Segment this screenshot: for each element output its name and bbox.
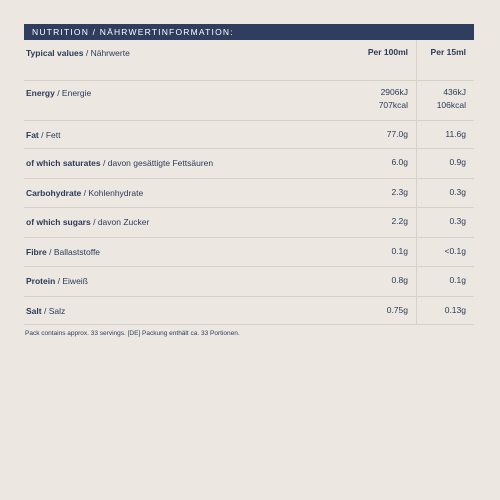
per100-value: 6.0g [391, 157, 408, 167]
per100-value: 2.3g [391, 187, 408, 197]
per15-cell: 0.1g [449, 274, 466, 287]
column-divider [416, 267, 417, 296]
per100-cell: 2.2g [391, 215, 408, 228]
row-label: Salt / Salz [26, 306, 65, 316]
table-row: Fat / Fett 77.0g 11.6g [24, 121, 474, 149]
column-divider [416, 208, 417, 237]
column-divider [416, 40, 417, 80]
per15-value: 0.3g [449, 187, 466, 197]
label-bold: of which saturates [26, 158, 101, 168]
per100-cell: 0.1g [391, 245, 408, 258]
label-bold: of which sugars [26, 217, 91, 227]
per15-cell: 0.3g [449, 215, 466, 228]
label-bold: Fat [26, 130, 39, 140]
row-label: Energy / Energie [26, 88, 91, 98]
label-rest: / davon gesättigte Fettsäuren [103, 158, 214, 168]
per100-cell: 0.75g [387, 304, 408, 317]
per15-value: <0.1g [444, 246, 466, 256]
header-title: NUTRITION / NÄHRWERTINFORMATION: [32, 27, 234, 37]
label-rest: / Kohlenhydrate [83, 188, 144, 198]
per15-cell: 0.13g [445, 304, 466, 317]
column-divider [416, 297, 417, 324]
table-row: Salt / Salz 0.75g 0.13g [24, 297, 474, 325]
column-divider [416, 80, 417, 120]
per100-value: 707kcal [378, 100, 408, 110]
column-header-row: Typical values / Nährwerte Per 100ml Per… [24, 40, 474, 81]
per100-value: 2906kJ [380, 87, 408, 97]
column-per15: Per 15ml [430, 47, 466, 57]
table-row: Energy / Energie 2906kJ 707kcal 436kJ 106kca… [24, 80, 474, 121]
per100-cell: 77.0g [387, 128, 408, 141]
per15-value: 11.6g [445, 129, 466, 139]
per100-value: 77.0g [386, 129, 408, 139]
footnote: Pack contains approx. 33 servings. [DE] … [25, 330, 240, 337]
table-row: of which saturates / davon gesättigte Fe… [24, 149, 474, 179]
row-label: Fat / Fett [26, 130, 61, 140]
label-rest: / Nährwerte [85, 48, 130, 58]
label-bold: Salt [26, 306, 42, 316]
header-bar: NUTRITION / NÄHRWERTINFORMATION: [24, 24, 474, 40]
column-divider [416, 179, 417, 207]
per15-cell: 11.6g [445, 128, 466, 141]
label-rest: / Ballaststoffe [49, 247, 101, 257]
per100-value: 0.8g [391, 275, 408, 285]
per15-value: 106kcal [436, 100, 466, 110]
per100-value: 0.75g [386, 305, 408, 315]
per15-cell: 0.3g [449, 186, 466, 199]
label-rest: / Fett [41, 130, 61, 140]
row-label: Carbohydrate / Kohlenhydrate [26, 188, 143, 198]
label-rest: / davon Zucker [93, 217, 150, 227]
table-row: Fibre / Ballaststoffe 0.1g <0.1g [24, 238, 474, 267]
column-divider [416, 121, 417, 148]
column-divider [416, 149, 417, 178]
per100-value: 2.2g [391, 216, 408, 226]
per100-cell: 2.3g [391, 186, 408, 199]
per100-cell: 6.0g [391, 156, 408, 169]
label-rest: / Eiweiß [57, 276, 88, 286]
per100-cell: 0.8g [391, 274, 408, 287]
label-rest: / Salz [43, 306, 66, 316]
label-rest: / Energie [57, 88, 92, 98]
column-per100: Per 100ml [367, 47, 408, 57]
per15-value: 0.3g [449, 216, 466, 226]
per15-value: 0.1g [449, 275, 466, 285]
column-label: Typical values / Nährwerte [26, 48, 130, 58]
per15-value: 0.9g [449, 157, 466, 167]
row-label: Fibre / Ballaststoffe [26, 247, 100, 257]
per100-value: 0.1g [391, 246, 408, 256]
label-bold: Energy [26, 88, 55, 98]
per15-value: 436kJ [443, 87, 466, 97]
row-label: of which saturates / davon gesättigte Fe… [26, 158, 213, 168]
label-bold: Fibre [26, 247, 47, 257]
table-row: of which sugars / davon Zucker 2.2g 0.3g [24, 208, 474, 238]
row-label: Protein / Eiweiß [26, 276, 88, 286]
label-bold: Carbohydrate [26, 188, 82, 198]
per100-cell: 2906kJ 707kcal [379, 86, 408, 112]
column-divider [416, 238, 417, 266]
per15-value: 0.13g [444, 305, 466, 315]
label-bold: Typical values [26, 48, 84, 58]
per15-cell: 436kJ 106kcal [437, 86, 466, 112]
table-row: Protein / Eiweiß 0.8g 0.1g [24, 267, 474, 297]
label-bold: Protein [26, 276, 56, 286]
row-label: of which sugars / davon Zucker [26, 217, 149, 227]
per15-cell: <0.1g [444, 245, 466, 258]
table-row: Carbohydrate / Kohlenhydrate 2.3g 0.3g [24, 179, 474, 208]
per15-cell: 0.9g [449, 156, 466, 169]
